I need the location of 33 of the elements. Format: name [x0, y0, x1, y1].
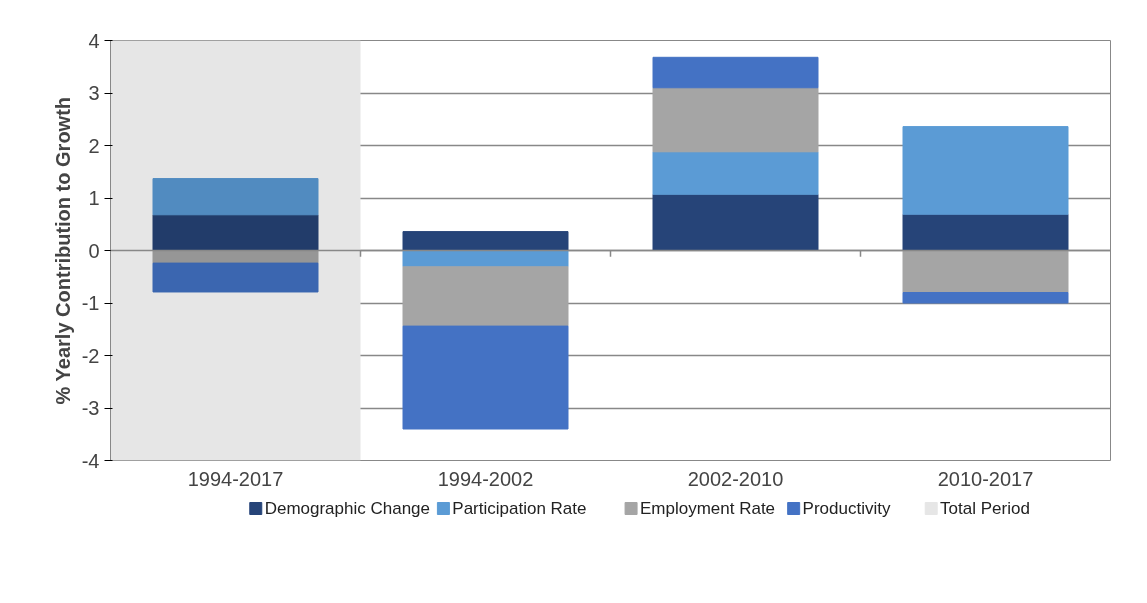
- bar: [902, 213, 1069, 251]
- bar: [402, 325, 569, 430]
- x-tick-label: 2002-2010: [687, 467, 784, 490]
- bar: [652, 151, 819, 195]
- legend-label: Total Period: [940, 499, 1030, 518]
- legend-label: Employment Rate: [639, 499, 776, 518]
- y-tick-label: -1: [81, 292, 100, 314]
- bar: [902, 250, 1069, 293]
- bar: [402, 231, 569, 251]
- bar: [152, 262, 319, 293]
- y-tick-label: 0: [88, 239, 100, 262]
- bar: [902, 292, 1069, 304]
- bar: [652, 193, 819, 251]
- legend-label: Participation Rate: [452, 499, 587, 518]
- bar: [152, 214, 319, 251]
- y-tick-label: 4: [88, 29, 100, 52]
- y-tick-label: -3: [81, 397, 100, 419]
- y-tick-label: 1: [88, 187, 100, 209]
- bar: [652, 56, 819, 89]
- legend-label: Demographic Change: [264, 499, 431, 518]
- bar: [652, 87, 819, 153]
- y-tick-label: -4: [81, 449, 100, 472]
- y-tick-label: 3: [88, 82, 100, 104]
- x-tick-label: 1994-2002: [437, 467, 534, 490]
- x-tick-label: 2010-2017: [937, 467, 1034, 490]
- y-tick-label: 2: [88, 134, 100, 157]
- bar: [902, 126, 1069, 215]
- y-tick-label: -2: [81, 344, 100, 367]
- legend-label: Productivity: [802, 499, 891, 518]
- bar: [402, 266, 569, 327]
- x-tick-label: 1994-2017: [187, 467, 284, 490]
- y-axis-title: % Yearly Contribution to Growth: [51, 96, 74, 405]
- bar: [152, 178, 319, 216]
